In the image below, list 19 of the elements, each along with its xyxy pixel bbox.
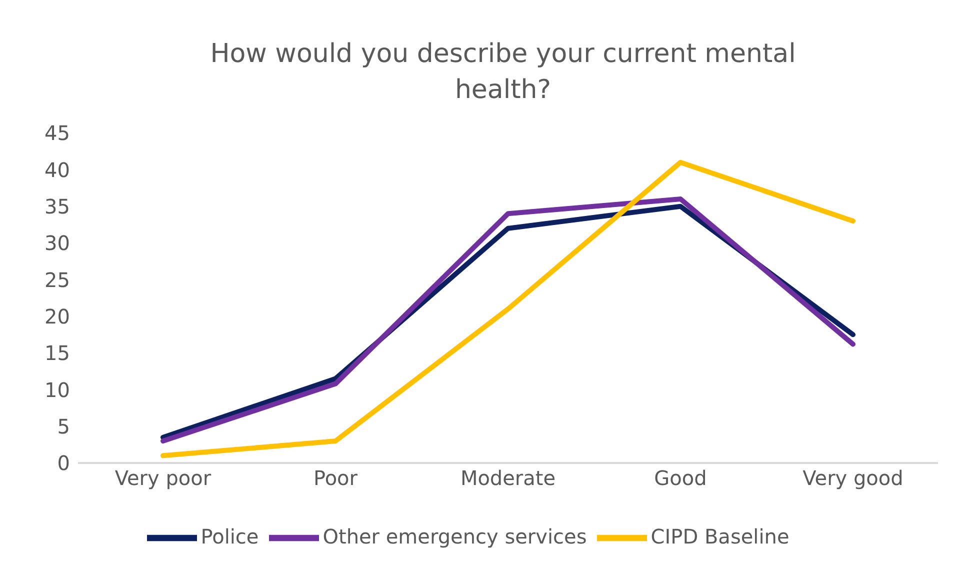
y-tick-label: 40 xyxy=(44,158,70,182)
y-tick-label: 5 xyxy=(57,414,70,438)
x-tick-label: Moderate xyxy=(460,466,556,490)
x-tick-label: Very poor xyxy=(114,466,212,490)
x-tick-label: Good xyxy=(654,466,707,490)
y-tick-label: 20 xyxy=(44,304,70,328)
y-tick-label: 45 xyxy=(44,121,70,146)
y-tick-label: 15 xyxy=(44,341,70,366)
y-tick-label: 10 xyxy=(44,378,70,402)
x-tick-label: Poor xyxy=(313,466,358,490)
chart-title: How would you describe your current mental health? xyxy=(209,38,797,107)
legend-label: Other emergency services xyxy=(322,524,587,548)
x-tick-label: Very good xyxy=(802,466,904,490)
y-tick-label: 0 xyxy=(57,451,70,476)
y-tick-label: 35 xyxy=(44,194,70,218)
y-tick-label: 30 xyxy=(44,231,70,256)
y-tick-label: 25 xyxy=(44,268,70,292)
legend-label: CIPD Baseline xyxy=(650,524,790,548)
legend-label: Police xyxy=(200,524,259,548)
